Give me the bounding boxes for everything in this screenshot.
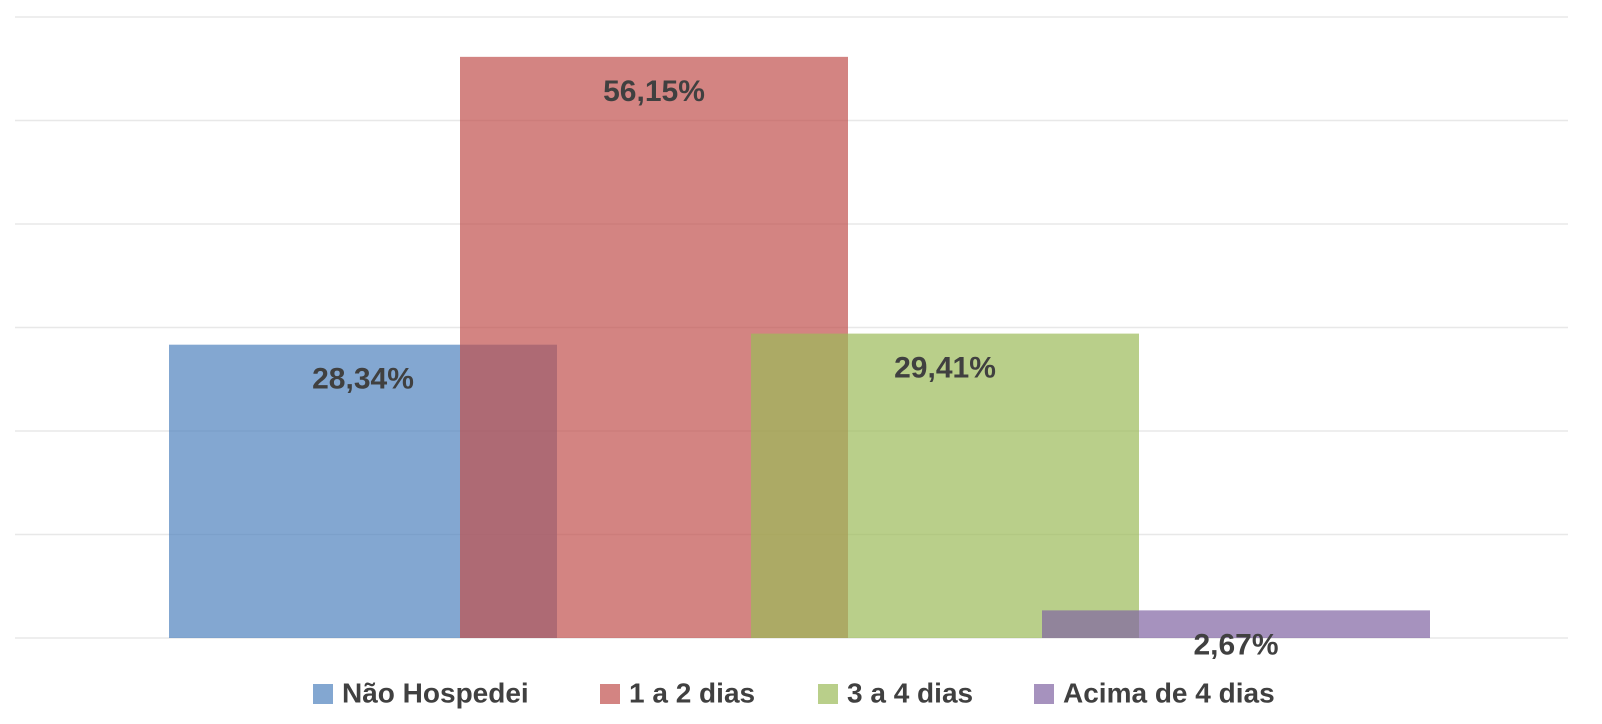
legend-swatch bbox=[313, 684, 333, 704]
data-label: 29,41% bbox=[894, 352, 996, 385]
legend-label: 3 a 4 dias bbox=[847, 677, 973, 708]
bar bbox=[751, 333, 1139, 638]
legend-swatch bbox=[600, 684, 620, 704]
data-label: 28,34% bbox=[312, 363, 414, 396]
legend-label: 1 a 2 dias bbox=[629, 677, 755, 708]
data-label: 56,15% bbox=[603, 75, 705, 108]
legend-swatch bbox=[818, 684, 838, 704]
data-label: 2,67% bbox=[1193, 628, 1278, 661]
legend-label: Não Hospedei bbox=[342, 677, 529, 708]
legend-swatch bbox=[1034, 684, 1054, 704]
legend-label: Acima de 4 dias bbox=[1063, 677, 1275, 708]
bar bbox=[1042, 610, 1430, 638]
